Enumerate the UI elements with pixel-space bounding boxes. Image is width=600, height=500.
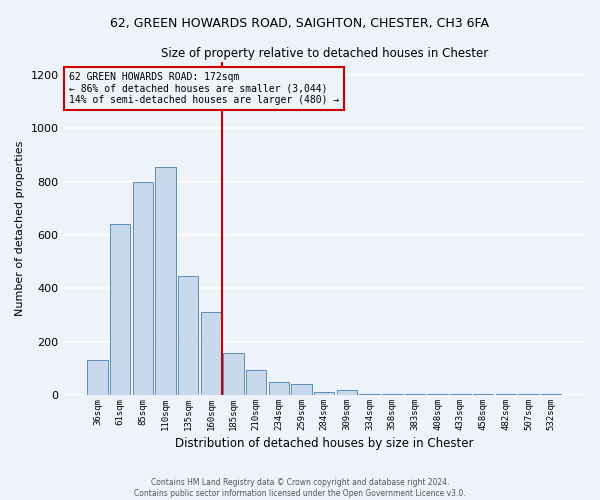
Title: Size of property relative to detached houses in Chester: Size of property relative to detached ho… xyxy=(161,48,488,60)
Bar xyxy=(337,390,357,395)
Bar xyxy=(155,167,176,395)
Bar xyxy=(200,312,221,395)
Bar xyxy=(314,392,334,395)
X-axis label: Distribution of detached houses by size in Chester: Distribution of detached houses by size … xyxy=(175,437,473,450)
Bar xyxy=(110,224,130,395)
Bar xyxy=(87,360,107,395)
Bar xyxy=(427,394,448,395)
Bar xyxy=(246,370,266,395)
Bar xyxy=(292,384,312,395)
Bar xyxy=(382,394,403,395)
Bar xyxy=(178,276,199,395)
Bar xyxy=(541,394,561,395)
Bar xyxy=(518,394,539,395)
Bar xyxy=(133,182,153,395)
Text: 62 GREEN HOWARDS ROAD: 172sqm
← 86% of detached houses are smaller (3,044)
14% o: 62 GREEN HOWARDS ROAD: 172sqm ← 86% of d… xyxy=(69,72,339,105)
Bar xyxy=(405,394,425,395)
Bar xyxy=(223,353,244,395)
Bar xyxy=(269,382,289,395)
Bar xyxy=(450,394,470,395)
Text: 62, GREEN HOWARDS ROAD, SAIGHTON, CHESTER, CH3 6FA: 62, GREEN HOWARDS ROAD, SAIGHTON, CHESTE… xyxy=(110,18,490,30)
Text: Contains HM Land Registry data © Crown copyright and database right 2024.
Contai: Contains HM Land Registry data © Crown c… xyxy=(134,478,466,498)
Bar xyxy=(359,394,380,395)
Bar xyxy=(496,394,516,395)
Bar xyxy=(473,394,493,395)
Y-axis label: Number of detached properties: Number of detached properties xyxy=(15,140,25,316)
